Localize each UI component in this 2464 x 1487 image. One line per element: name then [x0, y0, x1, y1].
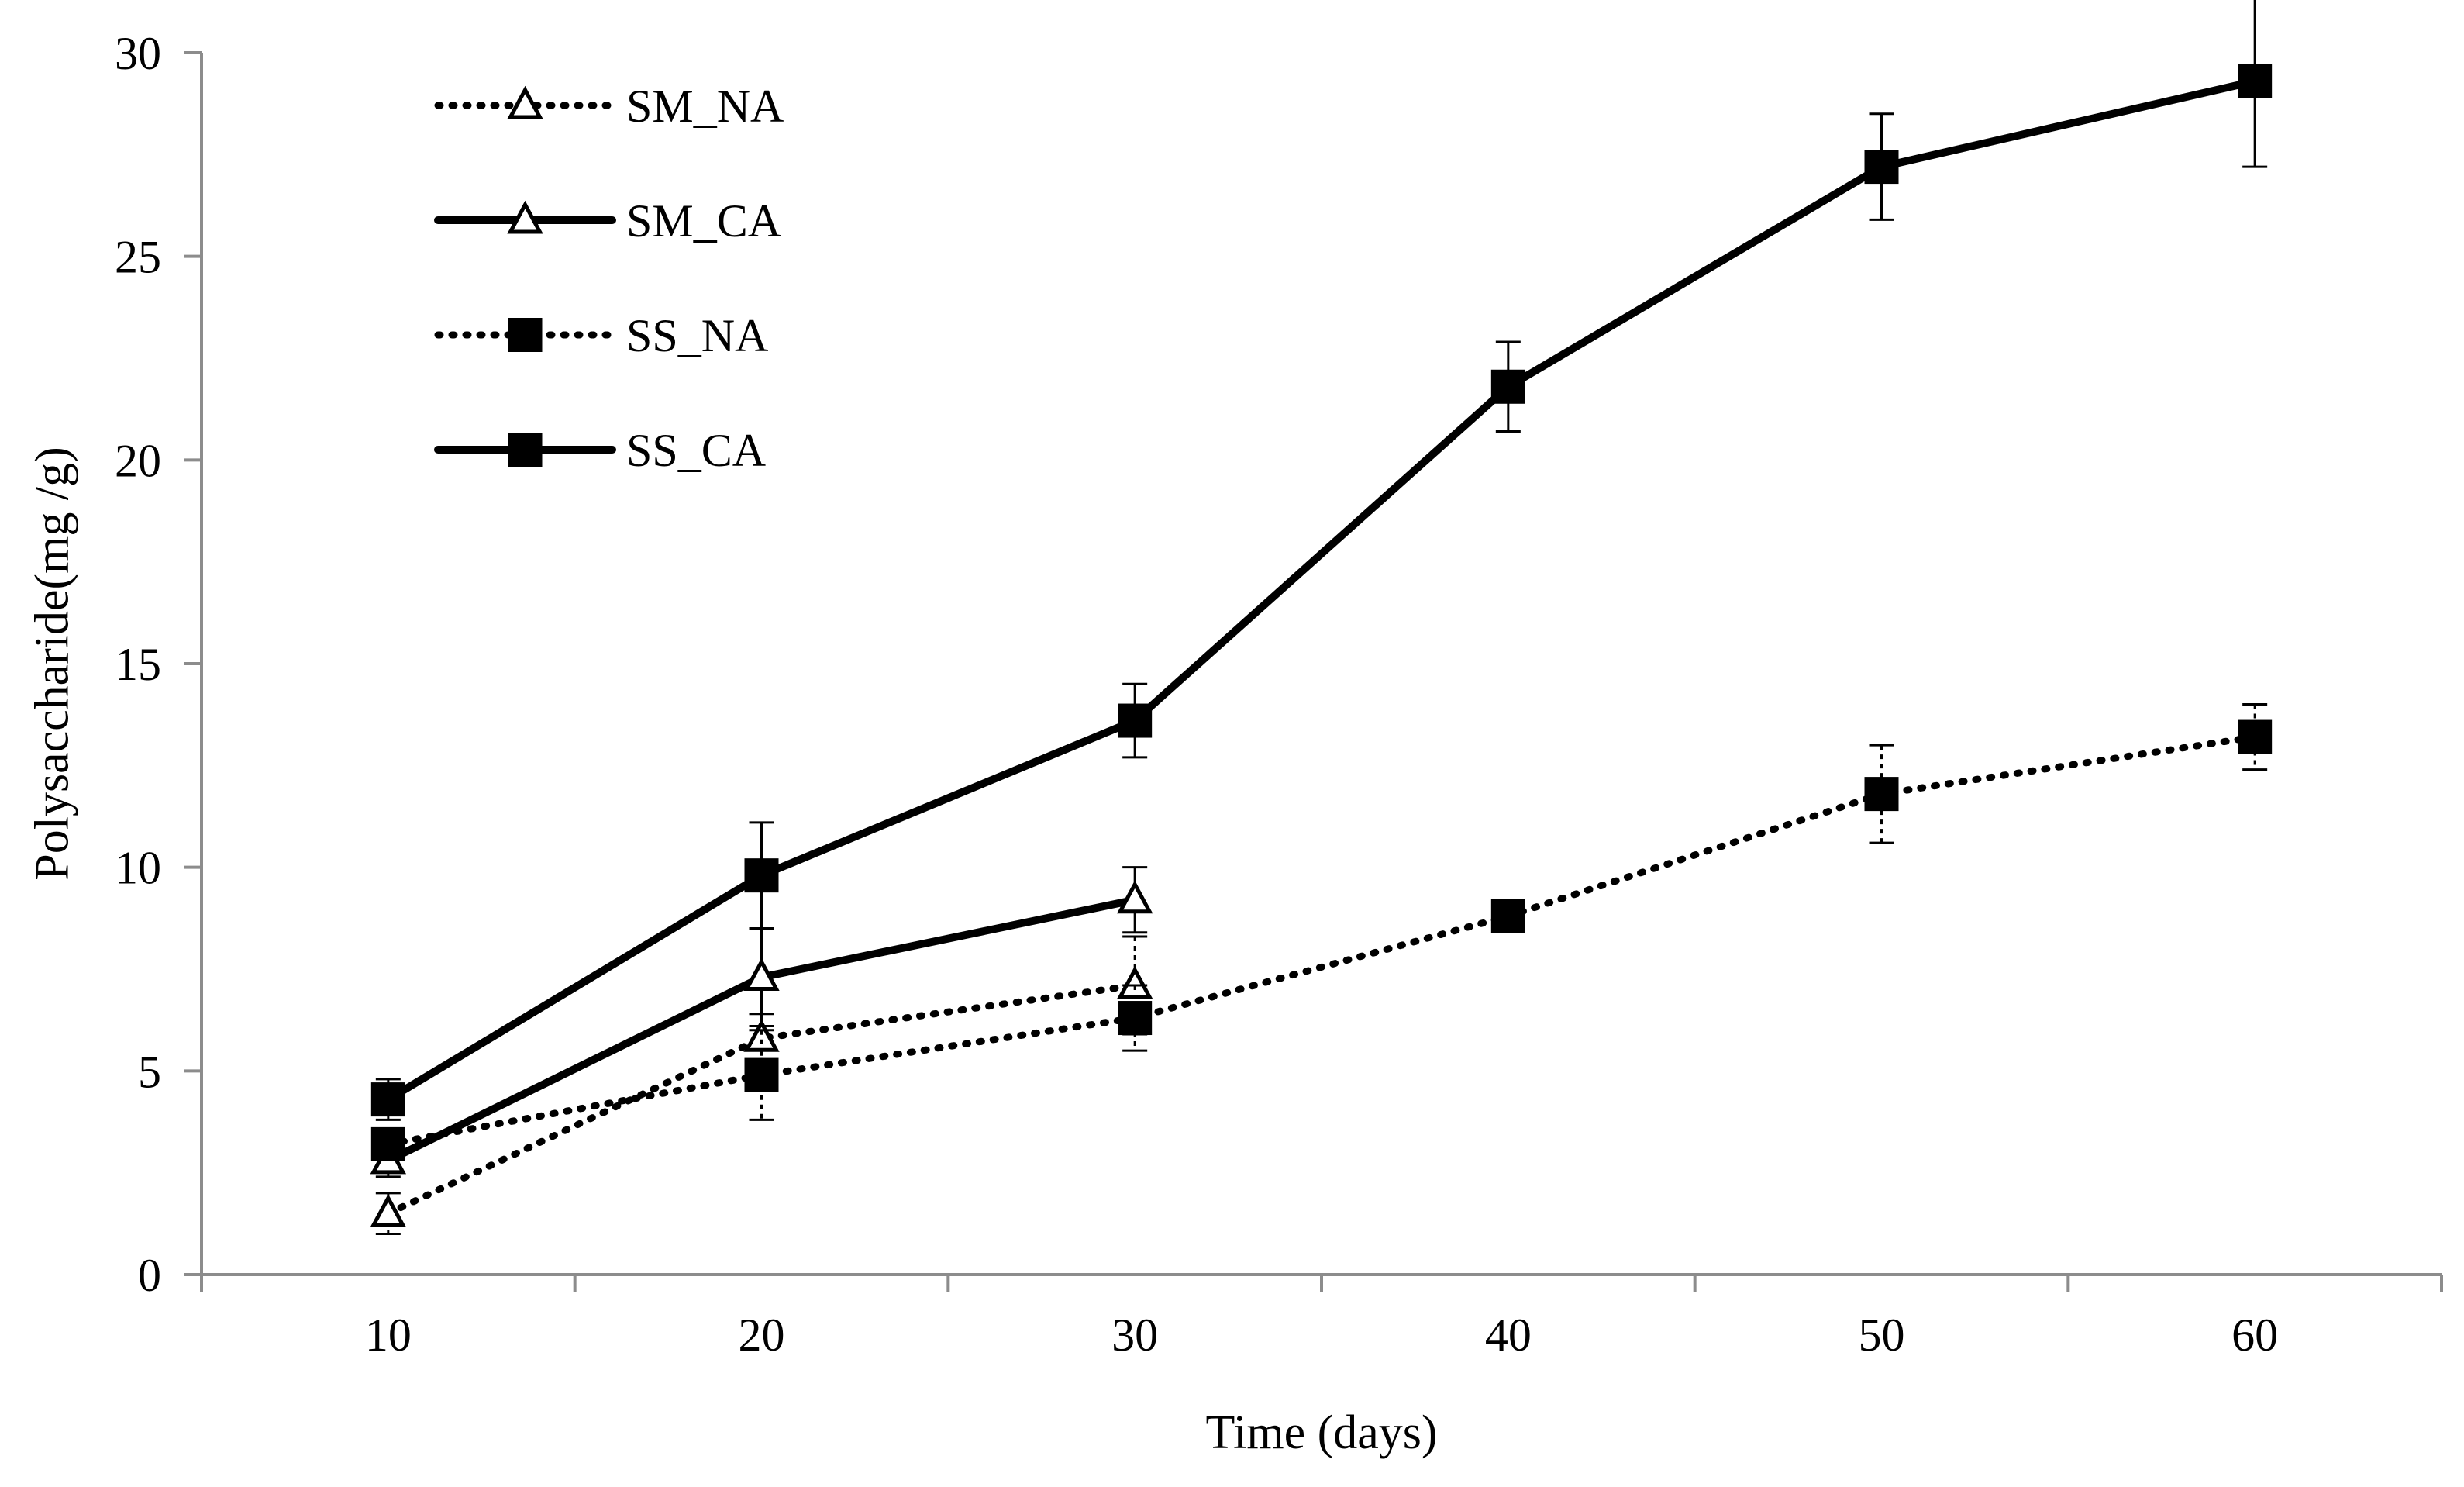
series-layer	[370, 0, 2273, 1235]
data-point	[370, 1126, 405, 1161]
data-point	[1864, 150, 1899, 185]
series-ss-na	[370, 703, 2273, 1161]
data-point	[1116, 880, 1153, 914]
x-axis-title: Time (days)	[1205, 1406, 1437, 1459]
data-point	[370, 1193, 407, 1227]
data-point	[1118, 703, 1153, 738]
data-point	[1864, 777, 1899, 812]
legend-marker	[508, 318, 543, 352]
legend: SM_NA SM_CA SS_NA SS_CA	[434, 81, 784, 476]
data-point	[1490, 369, 1525, 404]
data-point	[1118, 1001, 1153, 1036]
series-line	[384, 77, 2259, 1104]
data-point	[744, 858, 779, 893]
data-point	[744, 1057, 779, 1092]
y-tick-label: 10	[115, 843, 161, 894]
x-tick-label: 60	[2231, 1309, 2278, 1361]
legend-label: SM_CA	[626, 195, 781, 247]
series-line	[384, 733, 2259, 1148]
legend-item: SM_CA	[434, 195, 781, 247]
data-point	[2238, 64, 2273, 98]
legend-label: SS_NA	[626, 310, 768, 361]
data-point	[1116, 965, 1153, 999]
legend-item: SM_NA	[434, 81, 784, 132]
series-line	[384, 982, 1139, 1217]
x-tick-label: 50	[1859, 1309, 1905, 1361]
legend-item: SS_NA	[434, 310, 768, 361]
data-point	[1490, 899, 1525, 933]
legend-item: SS_CA	[434, 425, 766, 476]
y-tick-label: 15	[115, 639, 161, 690]
error-bar	[749, 1029, 774, 1121]
x-tick-label: 20	[739, 1309, 785, 1361]
axes: 0 5 10 15 20 25 30 10 20 30 40 50 60	[115, 28, 2443, 1361]
error-bar	[1122, 984, 1148, 1052]
legend-marker	[508, 433, 543, 467]
y-tick-label: 20	[115, 435, 161, 486]
error-bar	[2242, 703, 2268, 771]
x-tick-label: 10	[365, 1309, 412, 1361]
y-tick-label: 5	[138, 1046, 161, 1097]
legend-label: SS_CA	[626, 425, 766, 476]
y-tick-label: 30	[115, 28, 161, 79]
y-axis-title: Polysaccharide(mg /g)	[26, 447, 79, 881]
y-axis-ticks: 0 5 10 15 20 25 30	[115, 28, 202, 1301]
data-point	[370, 1082, 405, 1117]
legend-label: SM_NA	[626, 81, 784, 132]
series-ss-ca	[370, 0, 2273, 1121]
legend-marker	[507, 85, 543, 119]
data-point	[743, 957, 780, 992]
x-tick-label: 30	[1111, 1309, 1158, 1361]
y-tick-label: 25	[115, 232, 161, 283]
y-tick-label: 0	[138, 1250, 161, 1301]
x-axis-ticks: 10 20 30 40 50 60	[200, 1275, 2443, 1361]
x-tick-label: 40	[1485, 1309, 1532, 1361]
legend-marker	[507, 200, 543, 234]
data-point	[2238, 719, 2273, 754]
